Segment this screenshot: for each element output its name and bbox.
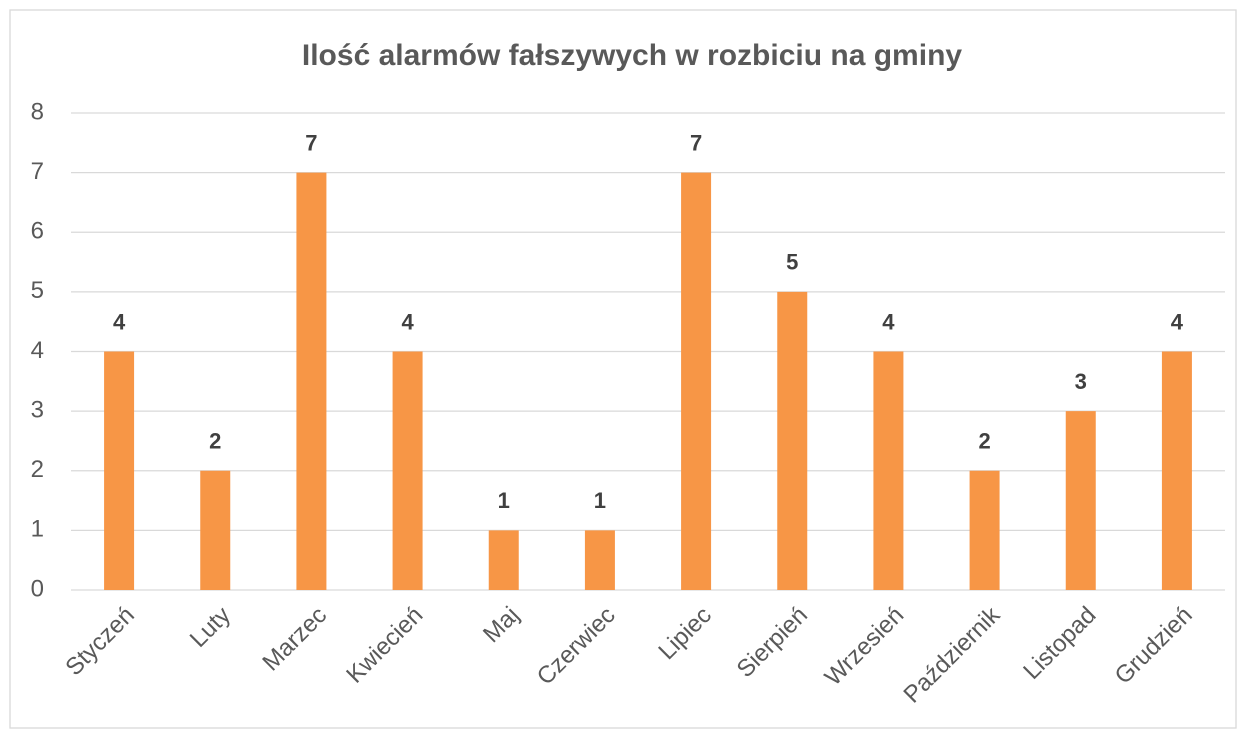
bar: [584, 530, 615, 590]
bar: [1161, 351, 1192, 590]
bar: [777, 291, 808, 590]
y-tick-label: 3: [31, 396, 44, 423]
chart-title: Ilość alarmów fałszywych w rozbiciu na g…: [302, 39, 963, 72]
data-label: 1: [498, 488, 510, 513]
bar: [681, 172, 712, 590]
data-label: 7: [305, 130, 317, 155]
bar: [969, 470, 1000, 590]
bar: [1065, 411, 1096, 590]
y-tick-label: 1: [31, 516, 44, 543]
y-tick-label: 4: [31, 337, 44, 364]
data-label: 5: [786, 250, 798, 275]
data-label: 2: [978, 429, 990, 454]
y-tick-label: 0: [31, 575, 44, 602]
bar: [392, 351, 423, 590]
data-label: 4: [882, 309, 895, 334]
bar: [488, 530, 519, 590]
bar: [200, 470, 231, 590]
bar: [104, 351, 135, 590]
bar: [873, 351, 904, 590]
y-tick-label: 7: [31, 158, 44, 185]
data-label: 4: [1171, 309, 1184, 334]
data-label: 2: [209, 429, 221, 454]
chart-border: [9, 9, 1237, 729]
data-label: 4: [113, 309, 126, 334]
data-label: 3: [1075, 369, 1087, 394]
data-label: 4: [401, 309, 414, 334]
y-tick-label: 2: [31, 456, 44, 483]
y-tick-label: 6: [31, 218, 44, 245]
data-label: 7: [690, 130, 702, 155]
y-tick-label: 5: [31, 277, 44, 304]
bar: [296, 172, 327, 590]
y-tick-label: 8: [31, 98, 44, 125]
data-label: 1: [594, 488, 606, 513]
